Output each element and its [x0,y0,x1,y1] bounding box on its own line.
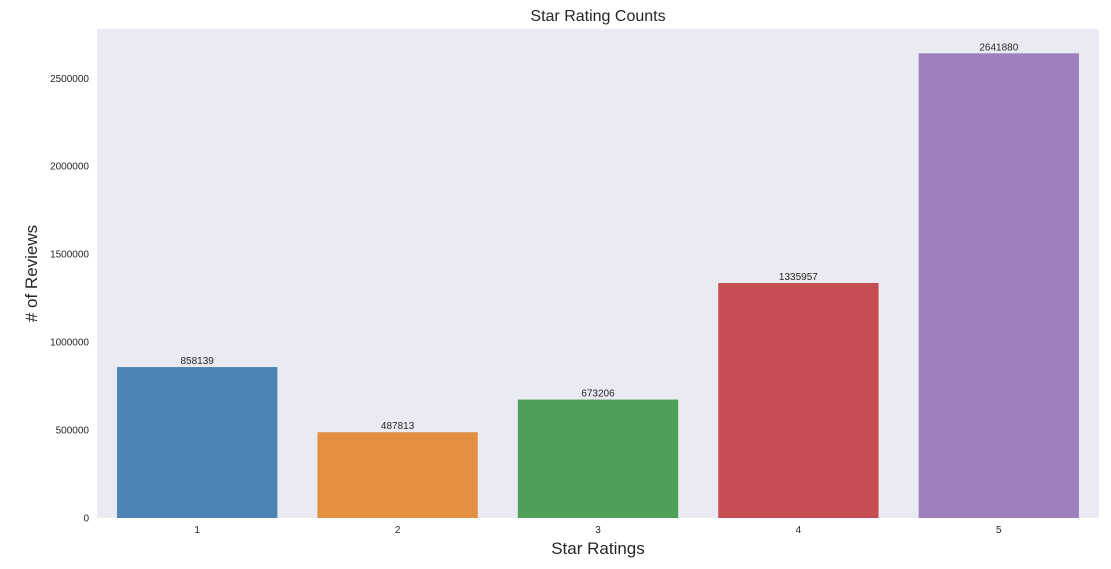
y-tick-label: 2000000 [50,162,89,173]
bar [317,432,478,518]
bar-value-label: 1335957 [779,272,818,283]
x-axis-ticks: 1 2 3 4 5 [194,525,1002,536]
bars-group [117,53,1079,519]
y-tick-label: 0 [83,514,89,525]
bar-value-label: 673206 [581,389,615,400]
bar [117,367,278,518]
bar [517,399,679,518]
bar [718,283,879,518]
x-tick-label: 1 [194,525,200,536]
bar-value-label: 2641880 [979,42,1018,53]
y-axis-label: # of Reviews [22,225,41,322]
x-tick-label: 5 [996,525,1002,536]
y-tick-label: 500000 [56,426,90,437]
x-tick-label: 4 [796,525,802,536]
y-tick-label: 2500000 [50,74,89,85]
y-axis-ticks: 0 500000 1000000 1500000 2000000 2500000 [50,74,89,525]
chart-title: Star Rating Counts [530,8,665,25]
x-tick-label: 3 [595,525,601,536]
y-tick-label: 1000000 [50,338,89,349]
data-labels-group: 858139 487813 673206 1335957 2641880 [181,42,1019,432]
bar [918,53,1079,519]
x-tick-label: 2 [395,525,401,536]
x-axis-label: Star Ratings [551,539,645,558]
y-tick-label: 1500000 [50,250,89,261]
bar-value-label: 858139 [181,356,215,367]
bar-value-label: 487813 [381,421,415,432]
